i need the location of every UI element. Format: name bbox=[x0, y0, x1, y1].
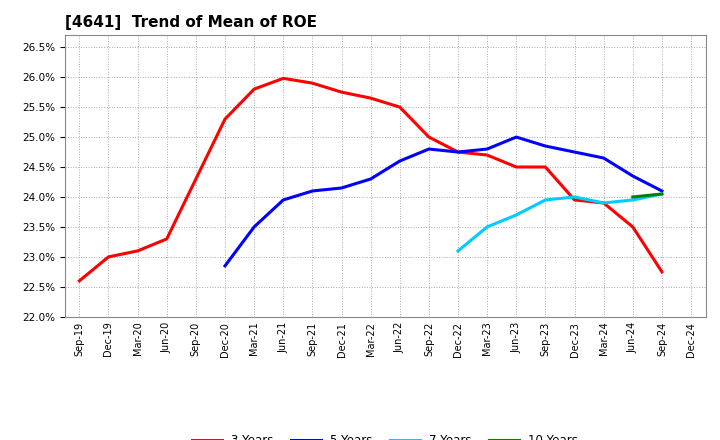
Legend: 3 Years, 5 Years, 7 Years, 10 Years: 3 Years, 5 Years, 7 Years, 10 Years bbox=[187, 430, 583, 440]
Text: [4641]  Trend of Mean of ROE: [4641] Trend of Mean of ROE bbox=[65, 15, 317, 30]
